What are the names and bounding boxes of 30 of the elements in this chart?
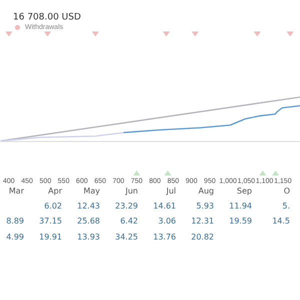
text: 3.06 xyxy=(158,216,176,226)
text: 6.02 xyxy=(44,202,62,210)
text: 5. xyxy=(282,202,290,210)
text: 4.99 xyxy=(6,232,24,242)
text: Aug xyxy=(198,186,214,196)
text: Apr xyxy=(48,186,63,196)
text: 11.94 xyxy=(229,202,252,210)
text: 12.43 xyxy=(77,202,100,210)
text: 37.15 xyxy=(39,216,62,226)
text: 13.93 xyxy=(77,232,100,242)
text: 34.25 xyxy=(115,232,138,242)
text: 14.5 xyxy=(272,216,290,226)
text: 13.76 xyxy=(153,232,176,242)
text: 20.82 xyxy=(191,232,214,242)
text: Jun xyxy=(124,186,138,196)
text: 19.91 xyxy=(39,232,62,242)
text: 8.89 xyxy=(6,216,24,226)
text: Mar xyxy=(8,186,25,196)
text: Sep xyxy=(236,186,252,196)
text: 19.59 xyxy=(229,216,252,226)
text: 14.61 xyxy=(153,202,176,210)
text: 25.68 xyxy=(77,216,100,226)
text: Jul xyxy=(165,186,176,196)
text: 23.29 xyxy=(115,202,138,210)
text: 5.93 xyxy=(196,202,214,210)
text: 6.42 xyxy=(120,216,138,226)
text: O xyxy=(284,186,290,196)
text: 12.31 xyxy=(191,216,214,226)
text: May xyxy=(83,186,100,196)
chart-title: 16 708.00 USD xyxy=(13,12,81,22)
